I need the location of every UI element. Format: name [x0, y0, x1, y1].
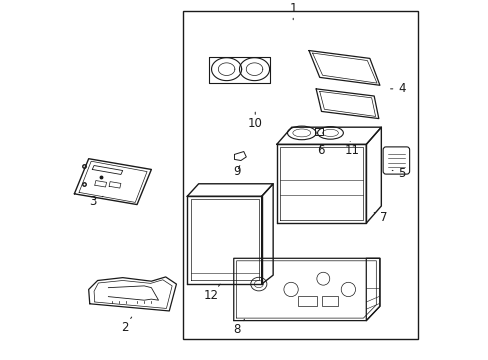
Text: 3: 3	[89, 195, 103, 208]
Bar	[321, 296, 337, 306]
Text: 2: 2	[121, 317, 131, 334]
Text: 10: 10	[247, 112, 262, 130]
Text: 6: 6	[316, 144, 324, 157]
Text: 11: 11	[344, 141, 359, 157]
Text: 12: 12	[203, 284, 220, 302]
Bar	[183, 11, 417, 338]
Text: 8: 8	[233, 319, 244, 337]
Text: 5: 5	[391, 167, 405, 180]
Bar	[297, 296, 317, 306]
Text: 4: 4	[390, 82, 405, 95]
Text: 1: 1	[289, 3, 296, 20]
Text: 9: 9	[233, 165, 241, 178]
Text: 7: 7	[373, 211, 386, 224]
